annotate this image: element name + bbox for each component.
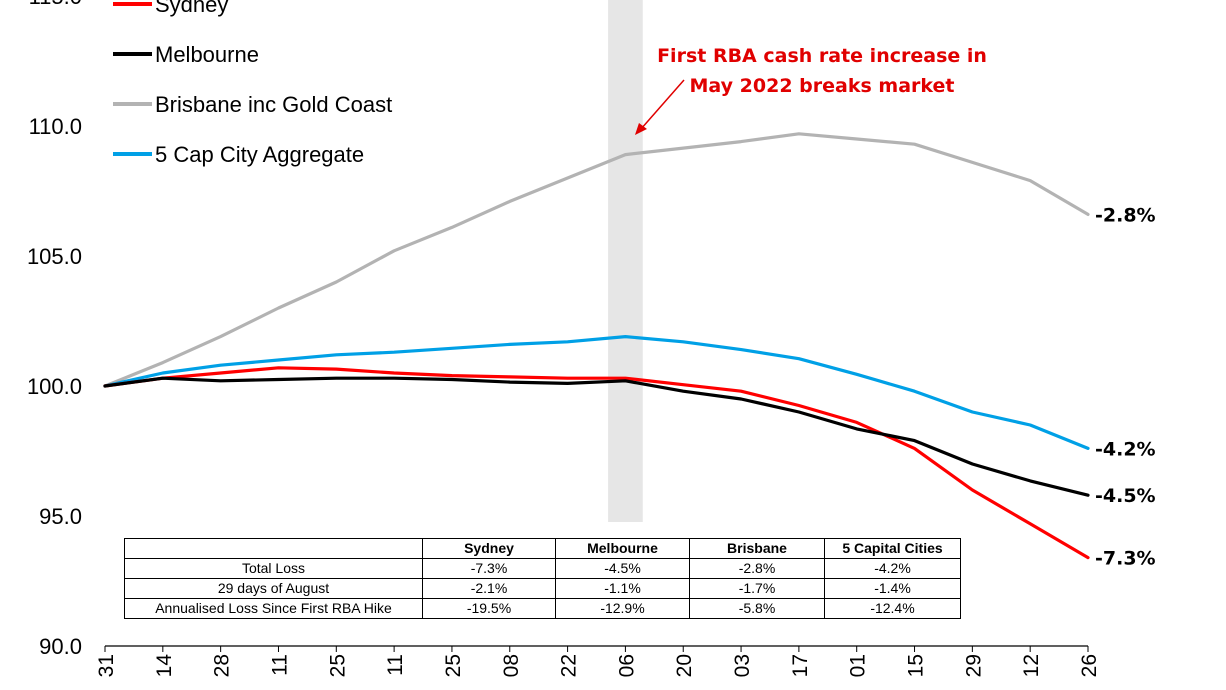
table-header-cell: 5 Capital Cities — [824, 538, 961, 559]
table-header-row: Sydney Melbourne Brisbane 5 Capital Citi… — [124, 538, 961, 559]
series-line-1 — [103, 376, 1090, 497]
legend-label: Sydney — [155, 0, 228, 17]
x-tick-label: 14 — [153, 654, 176, 678]
end-label: -4.2% — [1095, 438, 1156, 460]
table-header-cell: Brisbane — [689, 538, 825, 559]
x-tick-label: 25 — [442, 654, 465, 677]
table-cell: -7.3% — [422, 558, 556, 579]
end-labels: -7.3% -4.5% -2.8% -4.2% — [1095, 204, 1156, 569]
table-cell: -1.7% — [689, 578, 825, 599]
table-cell: -2.1% — [422, 578, 556, 599]
x-tick-label: 15 — [905, 654, 928, 677]
end-label: -2.8% — [1095, 204, 1156, 226]
table-row-label: 29 days of August — [124, 578, 423, 599]
summary-table: Sydney Melbourne Brisbane 5 Capital Citi… — [124, 538, 961, 619]
y-tick-label: 90.0 — [39, 634, 82, 659]
x-tick-label: 31 — [95, 654, 118, 677]
table-header-cell — [124, 538, 423, 559]
x-tick-label: 01 — [847, 654, 870, 677]
end-label: -7.3% — [1095, 548, 1156, 570]
table-row-label: Annualised Loss Since First RBA Hike — [124, 598, 423, 619]
x-tick-label: 12 — [1020, 654, 1043, 677]
y-tick-label: 95.0 — [39, 504, 82, 529]
x-tick-label: 11 — [268, 654, 291, 676]
table-row: Total Loss -7.3% -4.5% -2.8% -4.2% — [124, 558, 961, 579]
x-axis: 31 14 28 11 25 11 25 08 22 06 20 03 17 01 15 29 12 26 — [95, 645, 1101, 678]
table-cell: -5.8% — [689, 598, 825, 619]
table-cell: -1.4% — [824, 578, 961, 599]
series-lines — [103, 132, 1090, 560]
table-header-cell: Melbourne — [555, 538, 690, 559]
end-label: -4.5% — [1095, 485, 1156, 507]
x-tick-label: 26 — [1078, 654, 1101, 677]
x-tick-label: 17 — [789, 654, 812, 677]
x-tick-label: 08 — [500, 654, 523, 677]
annotation-text: First RBA cash rate increase in — [657, 45, 987, 67]
legend-label: Brisbane inc Gold Coast — [155, 92, 392, 117]
table-cell: -12.9% — [555, 598, 690, 619]
table-row: Annualised Loss Since First RBA Hike -19… — [124, 598, 961, 619]
annotation-text: May 2022 breaks market — [690, 75, 955, 97]
x-tick-label: 28 — [211, 654, 234, 677]
table-cell: -4.5% — [555, 558, 690, 579]
table-cell: -4.2% — [824, 558, 961, 579]
table-cell: -12.4% — [824, 598, 961, 619]
annotation: First RBA cash rate increase in May 2022 … — [634, 45, 987, 135]
legend-label: Melbourne — [155, 42, 259, 67]
x-tick-label: 25 — [326, 654, 349, 677]
shaded-period — [608, 0, 643, 522]
x-tick-label: 06 — [615, 654, 638, 677]
x-tick-label: 20 — [673, 654, 696, 677]
table-cell: -2.8% — [689, 558, 825, 579]
series-line-0 — [103, 366, 1090, 560]
y-tick-label: 110.0 — [29, 114, 82, 139]
x-tick-label: 11 — [384, 654, 407, 676]
annotation-arrow — [640, 79, 685, 130]
x-tick-label: 22 — [558, 654, 581, 677]
x-tick-label: 29 — [962, 654, 985, 677]
table-cell: -1.1% — [555, 578, 690, 599]
legend: Sydney Melbourne Brisbane inc Gold Coast 5 … — [113, 0, 392, 167]
table-row-label: Total Loss — [124, 558, 423, 579]
annotation-arrowhead — [634, 123, 647, 135]
y-tick-label: 105.0 — [27, 244, 82, 269]
table-header-cell: Sydney — [422, 538, 556, 559]
table-row: 29 days of August -2.1% -1.1% -1.7% -1.4… — [124, 578, 961, 599]
y-tick-label: 115.0 — [29, 0, 82, 9]
series-line-2 — [103, 132, 1090, 388]
x-tick-label: 03 — [731, 654, 754, 677]
y-axis: 90.0 95.0 100.0 105.0 110.0 115.0 — [27, 0, 82, 659]
y-tick-label: 100.0 — [27, 374, 82, 399]
table-cell: -19.5% — [422, 598, 556, 619]
legend-label: 5 Cap City Aggregate — [155, 142, 364, 167]
series-line-3 — [103, 335, 1090, 450]
